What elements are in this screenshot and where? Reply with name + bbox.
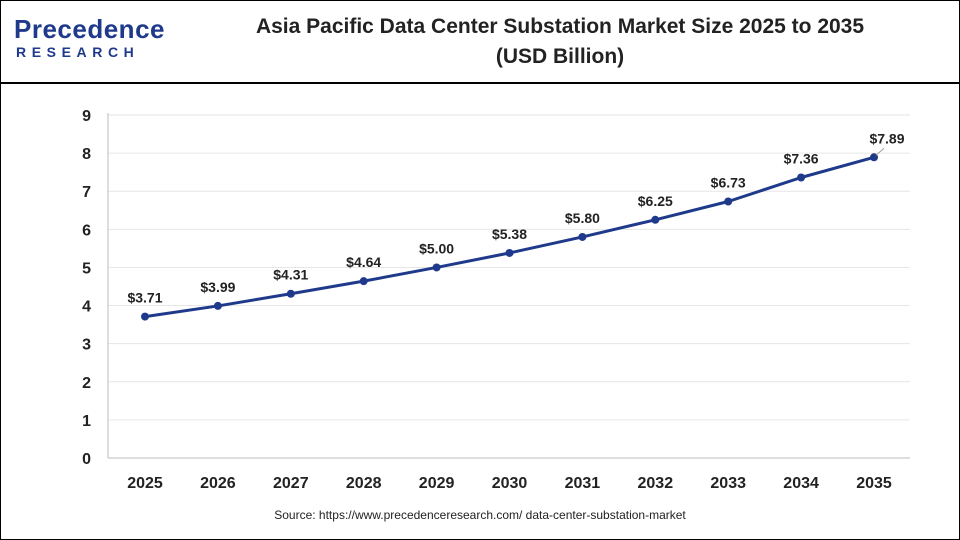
logo-wordmark: Precedence — [14, 14, 165, 44]
x-tick-label: 2025 — [127, 475, 163, 492]
y-tick-label: 6 — [82, 222, 91, 239]
data-label: $4.64 — [346, 254, 381, 270]
x-tick-labels: 2025 2026 2027 2028 2029 2030 2031 2032 2033 2034… — [127, 475, 892, 492]
y-tick-label: 5 — [82, 260, 91, 277]
data-label: $5.00 — [419, 240, 454, 256]
logo: Precedence RESEARCH — [14, 14, 164, 64]
data-label: $3.71 — [127, 290, 162, 306]
data-point — [724, 197, 733, 206]
x-tick-label: 2029 — [419, 475, 455, 492]
x-tick-label: 2031 — [565, 475, 601, 492]
data-label: $6.73 — [711, 175, 746, 191]
logo-subtitle: RESEARCH — [16, 44, 140, 60]
source-note: Source: https://www.precedenceresearch.c… — [274, 508, 686, 522]
data-point — [141, 312, 149, 321]
data-point — [578, 232, 587, 241]
data-label-leader — [875, 147, 885, 156]
data-point — [286, 289, 295, 298]
data-point — [797, 173, 806, 182]
y-tick-label: 4 — [82, 299, 91, 316]
header: Precedence RESEARCH Asia Pacific Data Ce… — [0, 0, 960, 84]
x-tick-label: 2027 — [273, 475, 309, 492]
y-tick-label: 3 — [82, 337, 91, 354]
data-label: $3.99 — [200, 279, 235, 295]
data-label: $4.31 — [273, 267, 308, 283]
chart-title-line2: (USD Billion) — [495, 45, 625, 68]
data-point — [651, 215, 660, 224]
y-tick-label: 0 — [82, 451, 91, 468]
y-tick-label: 1 — [82, 413, 91, 430]
data-label: $5.80 — [565, 210, 600, 226]
x-tick-label: 2026 — [200, 475, 236, 492]
data-points — [141, 153, 878, 321]
grid-lines — [108, 114, 910, 421]
x-tick-label: 2034 — [783, 475, 819, 492]
x-tick-label: 2033 — [710, 475, 746, 492]
axes — [107, 113, 910, 459]
data-point — [359, 277, 368, 286]
data-label: $6.25 — [638, 193, 673, 209]
chart-title-line1: Asia Pacific Data Center Substation Mark… — [255, 15, 865, 38]
y-tick-label: 8 — [82, 146, 91, 163]
x-tick-label: 2028 — [346, 475, 382, 492]
data-label: $7.36 — [784, 151, 819, 167]
y-tick-label: 9 — [82, 108, 91, 125]
x-tick-label: 2032 — [638, 475, 674, 492]
x-tick-label: 2030 — [492, 475, 528, 492]
data-label: $5.38 — [492, 226, 527, 242]
y-tick-label: 2 — [82, 375, 91, 392]
chart-title: Asia Pacific Data Center Substation Mark… — [210, 12, 910, 72]
y-tick-label: 7 — [82, 184, 91, 201]
data-label: $7.89 — [869, 130, 904, 146]
y-tick-labels: 0 1 2 3 4 5 6 7 8 9 — [82, 108, 91, 468]
x-tick-label: 2035 — [856, 475, 892, 492]
data-point — [213, 301, 222, 310]
data-point — [432, 263, 441, 272]
data-labels: $3.71 $3.99 $4.31 $4.64 $5.00 $5.38 $5.80 $6.25… — [127, 130, 904, 305]
data-point — [505, 248, 514, 257]
